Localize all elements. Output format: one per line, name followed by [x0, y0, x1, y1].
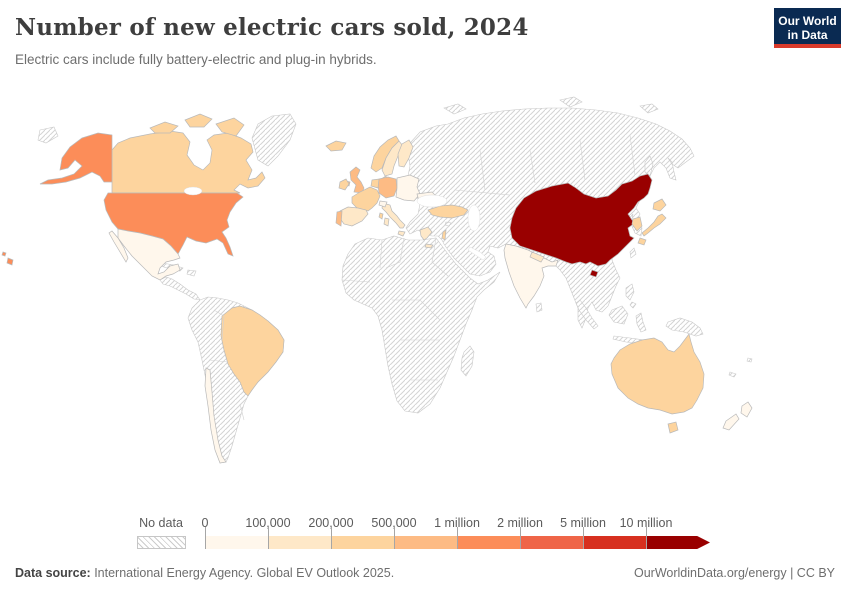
region-philippines-nodata[interactable]: [625, 283, 637, 309]
country-nepal[interactable]: [529, 251, 545, 263]
owid-logo[interactable]: Our World in Data: [774, 8, 841, 48]
legend-tick-label-1: 100,000: [245, 516, 291, 530]
country-usa-alaska[interactable]: [39, 132, 113, 185]
great-lakes: [183, 186, 203, 196]
country-ireland[interactable]: [338, 178, 350, 191]
legend-tick-label-3: 500,000: [371, 516, 417, 530]
region-sakhalin-nodata[interactable]: [644, 155, 654, 177]
country-south-korea[interactable]: [631, 216, 643, 232]
legend-bin-6[interactable]: [583, 536, 646, 549]
country-canada[interactable]: [111, 130, 266, 194]
legend-no-data-swatch[interactable]: [137, 536, 186, 549]
region-srilanka-nodata[interactable]: [535, 302, 543, 313]
country-italy[interactable]: [381, 202, 406, 237]
legend-tick-label-7: 10 million: [619, 516, 673, 530]
legend-tick-mark: [583, 527, 584, 549]
owid-logo-text: Our World in Data: [778, 13, 837, 42]
country-israel[interactable]: [441, 229, 447, 241]
legend-tick-mark: [205, 527, 206, 549]
map-legend: No data 0 100,000 200,000 500,000 1 mill…: [0, 514, 850, 554]
page-subtitle: Electric cars include fully battery-elec…: [15, 52, 377, 67]
legend-tick-label-0: 0: [201, 516, 209, 530]
region-fiji-nodata[interactable]: [746, 357, 753, 363]
country-portugal[interactable]: [335, 210, 343, 227]
region-wrangel-nodata[interactable]: [639, 103, 659, 114]
country-usa-hawaii[interactable]: [1, 251, 14, 266]
region-hispaniola-nodata[interactable]: [186, 269, 197, 277]
region-taiwan-nodata[interactable]: [629, 247, 637, 259]
region-sumatra-nodata[interactable]: [575, 299, 599, 330]
region-cyprus-nodata[interactable]: [444, 221, 452, 227]
region-central-europe[interactable]: [378, 174, 421, 208]
legend-bin-0[interactable]: [205, 536, 268, 549]
legend-tick-label-5: 2 million: [497, 516, 543, 530]
country-finland[interactable]: [397, 139, 414, 168]
region-madagascar-nodata[interactable]: [460, 345, 475, 377]
region-greenland-nodata[interactable]: [251, 113, 297, 167]
country-japan[interactable]: [637, 198, 667, 246]
data-source-label: Data source:: [15, 566, 91, 580]
legend-bin-4[interactable]: [457, 536, 520, 549]
persian-gulf: [467, 246, 487, 261]
region-africa-nodata[interactable]: [341, 235, 501, 414]
region-new-caledonia-nodata[interactable]: [728, 371, 737, 378]
owid-logo-accent-bar: [774, 44, 841, 48]
country-turkey[interactable]: [427, 204, 469, 219]
legend-tick-mark: [457, 527, 458, 549]
legend-bin-2[interactable]: [331, 536, 394, 549]
legend-color-bar: [205, 536, 710, 549]
region-siberian-islands-nodata[interactable]: [559, 96, 583, 108]
legend-bin-1[interactable]: [268, 536, 331, 549]
country-greece[interactable]: [419, 226, 434, 249]
country-germany[interactable]: [377, 176, 398, 199]
caspian-sea: [467, 204, 481, 232]
legend-bin-3[interactable]: [394, 536, 457, 549]
region-new-guinea-nodata[interactable]: [665, 317, 704, 337]
legend-tick-label-2: 200,000: [308, 516, 354, 530]
no-data-internal-borders: [208, 134, 636, 421]
region-central-america-nodata[interactable]: [159, 276, 201, 301]
legend-tick-label-6: 5 million: [560, 516, 606, 530]
legend-no-data-label: No data: [139, 516, 183, 530]
region-chukotka-wrap-nodata[interactable]: [37, 126, 59, 144]
country-uk[interactable]: [344, 166, 365, 194]
legend-tick-mark: [646, 527, 647, 549]
region-sulawesi-nodata[interactable]: [635, 312, 647, 333]
country-brazil[interactable]: [220, 305, 285, 397]
legend-tick-mark: [520, 527, 521, 549]
country-mexico-baja[interactable]: [108, 230, 129, 263]
country-france[interactable]: [351, 186, 384, 220]
license-link[interactable]: OurWorldinData.org/energy | CC BY: [633, 566, 835, 580]
black-sea: [416, 194, 448, 208]
legend-tick-mark: [394, 527, 395, 549]
country-benelux[interactable]: [370, 178, 380, 189]
country-canada-arctic-islands[interactable]: [149, 113, 245, 137]
country-mexico[interactable]: [117, 228, 181, 281]
legend-tick-mark: [331, 527, 332, 549]
country-new-zealand[interactable]: [722, 401, 753, 431]
country-spain[interactable]: [338, 206, 369, 227]
legend-tick-label-4: 1 million: [434, 516, 480, 530]
region-borneo-nodata[interactable]: [608, 305, 629, 325]
legend-bin-5[interactable]: [520, 536, 583, 549]
country-australia-tasmania[interactable]: [667, 421, 679, 434]
legend-tick-mark: [268, 527, 269, 549]
page-title: Number of new electric cars sold, 2024: [15, 14, 529, 41]
legend-bin-7-arrow[interactable]: [646, 536, 710, 549]
country-australia[interactable]: [610, 333, 705, 415]
country-iceland[interactable]: [325, 140, 347, 152]
country-chile[interactable]: [204, 367, 227, 464]
data-source-text: Data source: International Energy Agency…: [15, 566, 395, 580]
country-china-hainan[interactable]: [589, 269, 599, 278]
region-svalbard-nodata[interactable]: [443, 103, 467, 115]
